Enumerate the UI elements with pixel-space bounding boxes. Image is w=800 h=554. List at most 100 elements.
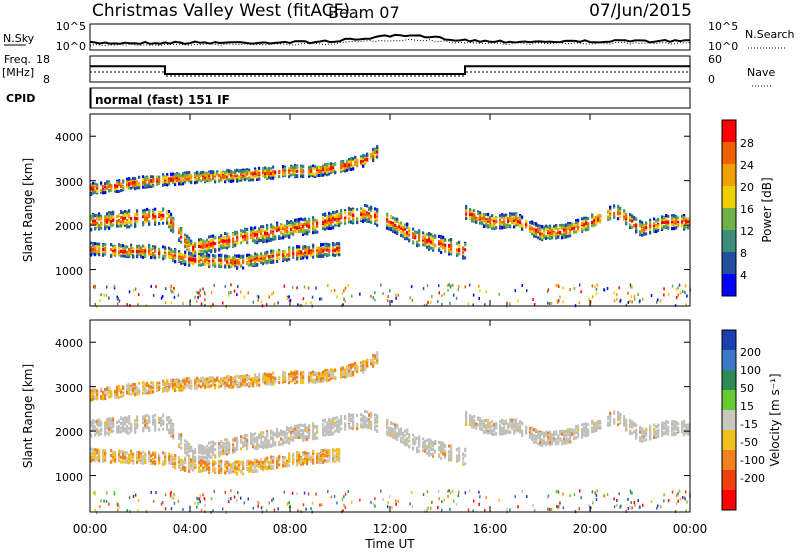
power-cell-449 xyxy=(214,177,217,181)
power-cell-2340 xyxy=(485,213,488,216)
power-cell-3069 xyxy=(104,247,107,251)
velocity-cell-295 xyxy=(172,387,175,391)
power-cell-462 xyxy=(218,178,221,182)
power-cell-1489 xyxy=(234,240,237,244)
power-cell-1511 xyxy=(242,229,245,233)
power-cell-1241 xyxy=(158,213,161,216)
freq-unit-label: [MHz] xyxy=(2,66,34,79)
power-cell-259 xyxy=(164,183,167,186)
power-noise-219 xyxy=(169,286,172,290)
power-cell-1978 xyxy=(370,207,373,210)
power-cell-1745 xyxy=(300,229,303,233)
power-cell-1647 xyxy=(276,223,279,227)
power-cell-194 xyxy=(146,185,149,189)
power-cell-3832 xyxy=(334,254,337,257)
power-cell-1670 xyxy=(282,227,285,231)
power-cell-2114 xyxy=(416,243,419,247)
velocity-cell-584 xyxy=(248,382,251,386)
power-ytick-3000: 3000 xyxy=(55,176,83,189)
power-noise-114 xyxy=(423,303,426,307)
power-cell-2489 xyxy=(525,221,528,225)
power-cell-2352 xyxy=(487,219,490,223)
power-cell-3548 xyxy=(254,252,257,256)
power-cell-3461 xyxy=(230,263,233,267)
power-cell-3279 xyxy=(174,254,177,258)
power-cell-934 xyxy=(354,158,357,162)
power-noise-255 xyxy=(569,288,571,292)
power-cell-2070 xyxy=(404,235,407,239)
power-cell-3459 xyxy=(230,260,233,264)
power-cell-211 xyxy=(150,185,153,188)
power-cell-1480 xyxy=(232,240,235,243)
power-cell-1261 xyxy=(166,219,169,223)
power-cell-57 xyxy=(104,182,107,185)
power-noise-0 xyxy=(288,295,290,299)
power-cell-1175 xyxy=(134,213,137,217)
power-cell-3078 xyxy=(110,243,113,247)
power-cell-73 xyxy=(108,181,111,185)
power-cell-1886 xyxy=(338,224,341,228)
power-cell-2466 xyxy=(517,221,520,225)
velocity-cell-157 xyxy=(134,387,137,391)
power-cell-158 xyxy=(134,177,137,181)
power-cell-741 xyxy=(296,174,299,178)
power-cell-1049 xyxy=(98,223,101,227)
power-cell-2161 xyxy=(430,246,433,250)
velocity-cell-219 xyxy=(152,390,155,394)
power-cell-2929 xyxy=(663,221,666,224)
power-cell-3656 xyxy=(284,250,287,254)
power-cell-1413 xyxy=(210,249,213,253)
power-cell-3087 xyxy=(112,252,115,256)
power-cell-2793 xyxy=(617,211,620,215)
power-cell-2866 xyxy=(641,229,644,233)
power-cell-1558 xyxy=(254,226,257,230)
power-cell-2887 xyxy=(649,231,652,235)
velocity-cell-166 xyxy=(138,381,141,385)
velocity-cell-707 xyxy=(288,381,291,385)
power-cell-504 xyxy=(228,169,231,173)
power-cell-3369 xyxy=(202,260,205,264)
power-cell-1638 xyxy=(274,226,277,230)
power-cell-314 xyxy=(176,179,179,183)
power-cell-2523 xyxy=(535,233,538,236)
power-cell-3164 xyxy=(136,247,139,251)
power-cell-2353 xyxy=(487,216,490,220)
power-cell-3561 xyxy=(256,258,259,262)
power-cell-584 xyxy=(248,176,251,180)
power-cell-846 xyxy=(330,171,333,174)
power-cell-3734 xyxy=(306,245,309,249)
velocity-cell-83 xyxy=(110,392,113,396)
power-cell-1889 xyxy=(340,221,343,225)
power-cell-3112 xyxy=(120,254,123,258)
velocity-cell-741 xyxy=(296,380,299,384)
power-cell-3296 xyxy=(178,258,181,262)
power-cell-858 xyxy=(332,163,335,167)
power-cell-1450 xyxy=(224,236,227,240)
power-cell-3711 xyxy=(302,253,305,257)
power-cell-3167 xyxy=(136,254,139,258)
power-cell-1461 xyxy=(226,239,229,243)
velocity-cell-120 xyxy=(122,385,125,389)
power-cell-3142 xyxy=(128,248,131,252)
power-cell-74 xyxy=(108,185,111,188)
power-cell-337 xyxy=(182,173,185,177)
power-noise-84 xyxy=(472,293,475,297)
power-cell-2823 xyxy=(629,223,632,227)
power-cell-419 xyxy=(206,173,209,177)
power-cell-1057 xyxy=(100,222,103,226)
velocity-cell-430 xyxy=(210,384,213,388)
velocity-cell-787 xyxy=(314,372,317,376)
power-cell-1353 xyxy=(194,245,197,248)
power-cell-1876 xyxy=(336,214,339,218)
power-cell-1900 xyxy=(344,211,347,214)
power-cell-23 xyxy=(94,191,97,195)
velocity-cell-809 xyxy=(320,373,323,377)
power-noise-62 xyxy=(663,287,665,291)
power-cell-836 xyxy=(326,168,329,172)
power-cell-2960 xyxy=(673,225,676,229)
velocity-cell-700 xyxy=(284,375,287,379)
nave-right-tick-top: 60 xyxy=(708,53,722,66)
noise-panel-frame xyxy=(89,23,691,51)
power-cell-1728 xyxy=(296,220,299,224)
power-cell-2124 xyxy=(418,230,421,234)
